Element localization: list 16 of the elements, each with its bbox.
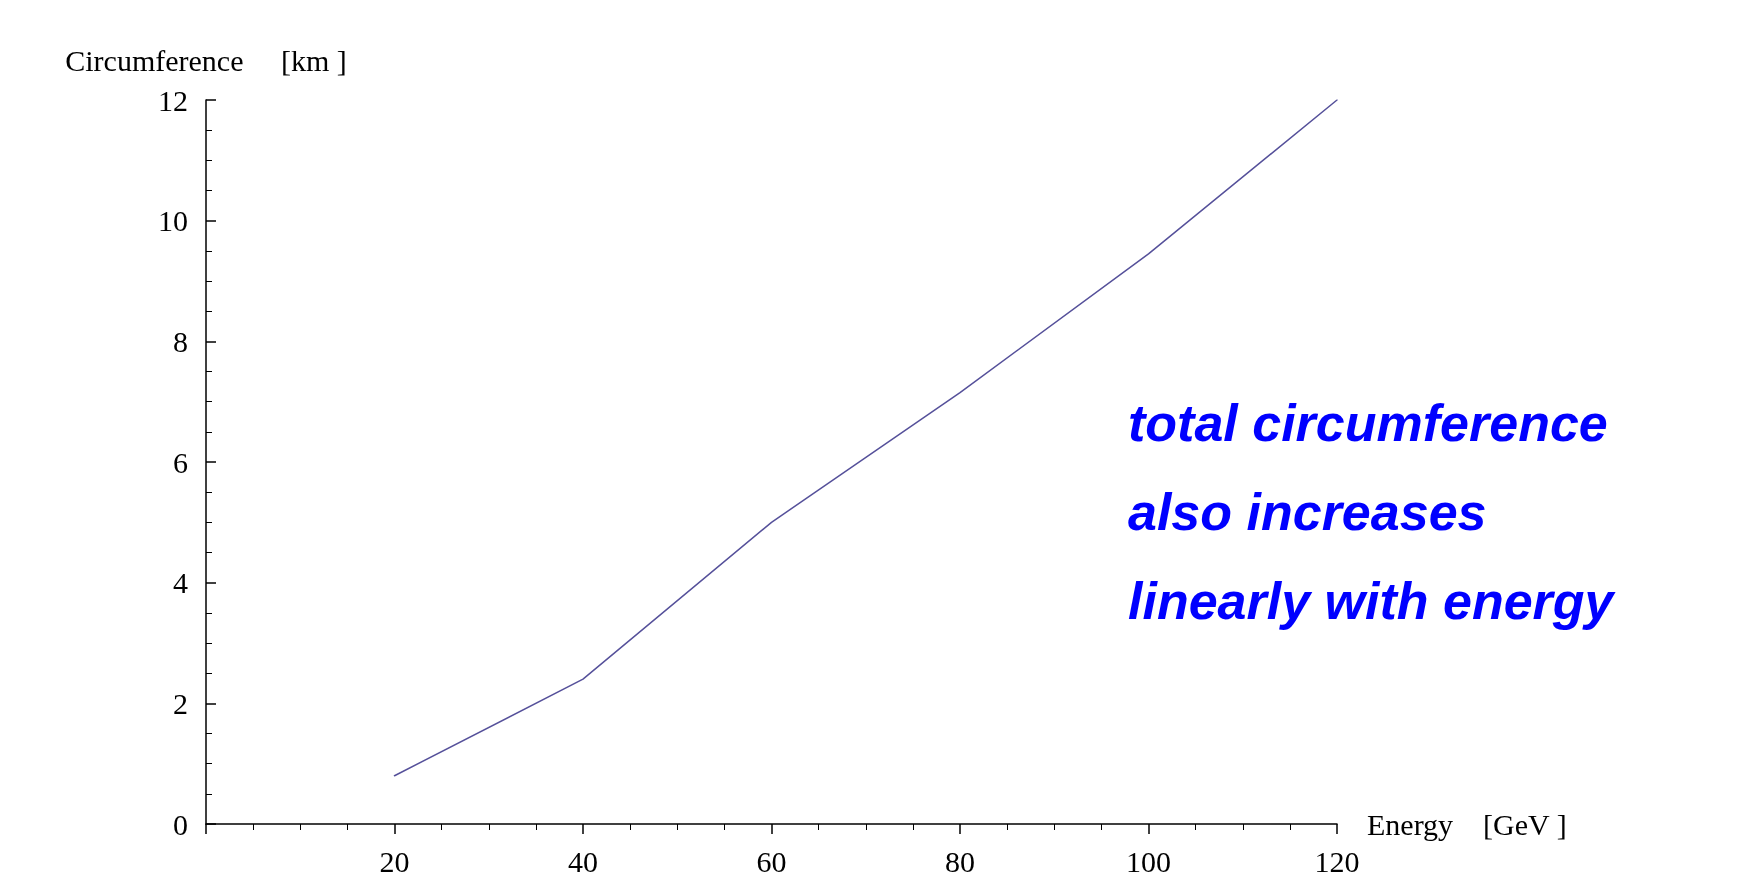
y-axis-title: Circumference [km ]	[65, 43, 347, 77]
y-tick-label: 8	[173, 324, 188, 358]
x-tick-label: 60	[756, 844, 787, 878]
x-tick-label: 40	[568, 844, 598, 878]
x-tick-label: 100	[1126, 844, 1171, 878]
y-tick-label: 10	[158, 204, 188, 238]
y-tick-label: 0	[173, 807, 188, 841]
y-tick-label: 4	[173, 566, 188, 600]
y-tick-label: 12	[158, 83, 188, 117]
x-tick-label: 120	[1314, 844, 1360, 878]
y-tick-label: 2	[173, 686, 188, 720]
annotation: total circumference also increases linearly with energy	[1128, 393, 1623, 630]
x-tick-label: 80	[945, 844, 975, 878]
x-tick-label: 20	[379, 844, 410, 878]
y-tick-label: 6	[173, 445, 188, 479]
x-axis-title: Energy [GeV ]	[1367, 807, 1567, 841]
